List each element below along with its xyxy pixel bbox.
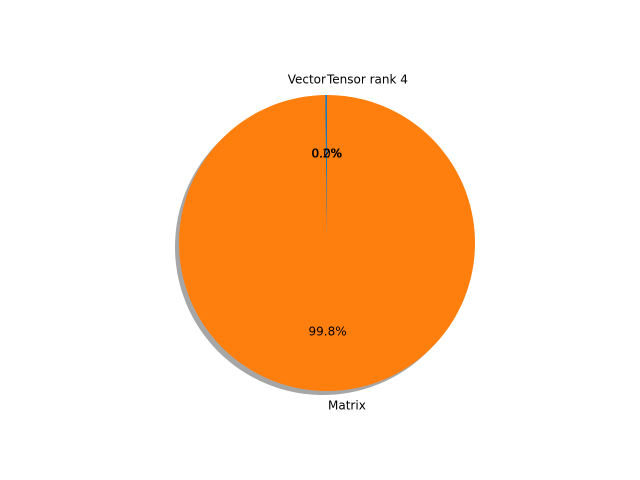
pie-labels: Vector 0.2% Matrix 99.8% Tensor rank 4 0.0% — [288, 73, 408, 413]
slice-percent-matrix: 99.8% — [308, 324, 346, 338]
slice-label-matrix: Matrix — [328, 398, 366, 412]
pie-slices — [179, 95, 476, 391]
slice-label-tensor-rank-4: Tensor rank 4 — [326, 73, 408, 87]
pie-slice-matrix — [179, 95, 476, 391]
pie-slice-vector — [325, 95, 327, 243]
slice-percent-tensor-rank-4: 0.0% — [312, 147, 343, 161]
slice-label-vector: Vector — [288, 73, 326, 87]
slice-percent-vector: 0.2% — [311, 147, 342, 161]
